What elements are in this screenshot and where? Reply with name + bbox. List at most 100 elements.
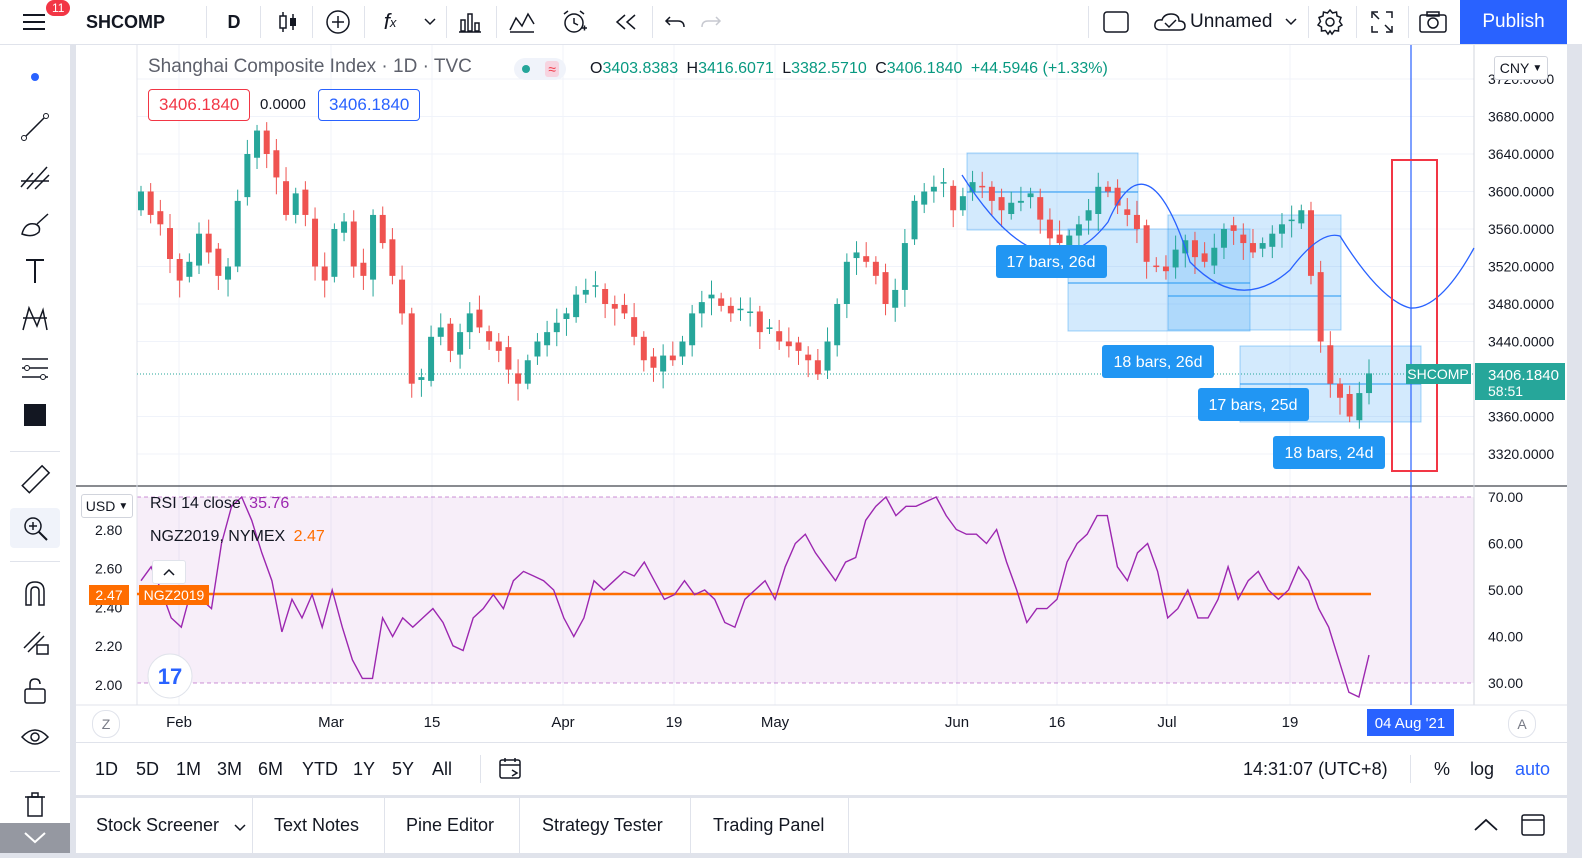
- tf-6m[interactable]: 6M: [258, 759, 284, 779]
- symbol-tag-text: SHCOMP: [1407, 366, 1468, 382]
- ngz-currency-label: USD: [85, 498, 116, 514]
- scale-left-button[interactable]: Z: [92, 710, 120, 738]
- magnet-icon[interactable]: [0, 573, 70, 613]
- candle-body: [698, 302, 705, 314]
- trend-line-icon[interactable]: [0, 107, 70, 147]
- eye-icon[interactable]: [0, 717, 70, 757]
- camera-icon[interactable]: [1416, 0, 1450, 44]
- tf-1d[interactable]: 1D: [95, 759, 119, 779]
- menu-icon[interactable]: 11: [14, 0, 71, 44]
- brush-icon[interactable]: [0, 205, 70, 245]
- chart-legend[interactable]: Shanghai Composite Index · 1D · TVC: [148, 56, 472, 78]
- candle-body: [1008, 202, 1015, 214]
- chart-title: Shanghai Composite Index · 1D · TVC: [148, 56, 472, 77]
- redo-icon[interactable]: [696, 0, 726, 44]
- measure-label-text: 18 bars, 24d: [1285, 445, 1374, 462]
- price-axis-label: 3640.0000: [1488, 146, 1554, 162]
- ngz-currency-dropdown[interactable]: USD ▼: [81, 494, 133, 518]
- collapse-toolbar-button[interactable]: [0, 823, 70, 853]
- candle-body: [747, 311, 754, 313]
- candle-body: [1288, 219, 1295, 222]
- drawing-toolbar: [0, 45, 71, 853]
- cloud-icon[interactable]: [1150, 0, 1190, 44]
- alert-icon[interactable]: [558, 0, 590, 44]
- plus-circle-icon[interactable]: [322, 0, 354, 44]
- rectangle-icon[interactable]: [1100, 0, 1132, 44]
- auto-scale-button[interactable]: A: [1508, 710, 1536, 738]
- spread-value: 0.0000: [260, 96, 306, 113]
- trash-icon[interactable]: [0, 785, 70, 825]
- unlock-icon[interactable]: [0, 671, 70, 711]
- collapse-pane-button[interactable]: [152, 560, 186, 584]
- log-scale-toggle[interactable]: log: [1470, 759, 1495, 779]
- tab-text-notes[interactable]: Text Notes: [274, 815, 360, 835]
- tf-3m[interactable]: 3M: [217, 759, 243, 779]
- tf-5d[interactable]: 5D: [136, 759, 160, 779]
- chevron-up-icon[interactable]: [1473, 816, 1499, 839]
- square-icon[interactable]: [0, 395, 70, 435]
- tab-pine-editor[interactable]: Pine Editor: [406, 815, 495, 835]
- candle-body: [350, 221, 357, 267]
- ruler-icon[interactable]: [0, 460, 70, 500]
- layout-name[interactable]: Unnamed: [1190, 11, 1273, 32]
- calendar-range-icon[interactable]: [498, 756, 524, 787]
- fullscreen-icon[interactable]: [1366, 0, 1398, 44]
- candle-body: [718, 298, 725, 306]
- bar-chart-icon[interactable]: [454, 0, 486, 44]
- clock[interactable]: 14:31:07 (UTC+8): [1243, 759, 1388, 779]
- lock-draw-icon[interactable]: [0, 621, 70, 661]
- rsi-legend[interactable]: RSI 14 close 35.76: [150, 495, 289, 513]
- open-value: 3403.8383: [602, 60, 679, 77]
- auto-scale-toggle[interactable]: auto: [1515, 759, 1551, 779]
- ngz-axis: 2.802.602.402.202.00: [95, 522, 122, 693]
- tf-5y[interactable]: 5Y: [392, 759, 415, 779]
- candle-body: [331, 229, 338, 277]
- price-axis: 3720.00003680.00003640.00003600.00003560…: [1488, 71, 1554, 462]
- buy-button[interactable]: 3406.1840: [318, 89, 421, 121]
- indicators-icon[interactable]: [506, 0, 538, 44]
- undo-icon[interactable]: [660, 0, 690, 44]
- candle-body: [1366, 373, 1372, 394]
- candle-body: [341, 221, 348, 233]
- tf-1m[interactable]: 1M: [176, 759, 202, 779]
- tab-trading-panel[interactable]: Trading Panel: [713, 815, 825, 835]
- price-axis-label: 3560.0000: [1488, 221, 1554, 237]
- chevron-down-icon: ▼: [118, 500, 129, 512]
- replay-icon[interactable]: [610, 0, 642, 44]
- candle-body: [1085, 210, 1092, 221]
- candle-body: [157, 211, 164, 225]
- ngz-legend[interactable]: NGZ2019, NYMEX 2.47: [150, 528, 325, 546]
- gear-icon[interactable]: [1314, 0, 1346, 44]
- layout-chevron-icon[interactable]: [1281, 0, 1301, 44]
- pattern-icon[interactable]: [0, 299, 70, 339]
- interval-button[interactable]: D: [227, 11, 241, 32]
- candle-body: [476, 309, 483, 328]
- candle-body: [1249, 243, 1256, 253]
- tab-strategy-tester[interactable]: Strategy Tester: [542, 815, 663, 835]
- fib-icon[interactable]: [0, 156, 70, 196]
- prediction-icon[interactable]: [0, 348, 70, 388]
- currency-dropdown[interactable]: CNY ▼: [1494, 56, 1548, 80]
- percent-scale-toggle[interactable]: %: [1434, 759, 1451, 779]
- maximize-panel-icon[interactable]: [1520, 813, 1546, 842]
- tab-stock-screener[interactable]: Stock Screener: [96, 815, 220, 835]
- tf-1y[interactable]: 1Y: [353, 759, 376, 779]
- tf-ytd[interactable]: YTD: [302, 759, 338, 779]
- rsi-line: [140, 495, 1370, 698]
- cursor-dot-icon[interactable]: [0, 57, 70, 97]
- market-status[interactable]: ≈: [514, 58, 566, 80]
- candle-body: [824, 341, 831, 371]
- tf-all[interactable]: All: [432, 759, 453, 779]
- text-icon[interactable]: [0, 251, 70, 291]
- chevron-down-icon[interactable]: [234, 820, 246, 838]
- symbol-search-button[interactable]: SHCOMP: [86, 11, 166, 32]
- zoom-icon[interactable]: [10, 508, 60, 548]
- delayed-icon: ≈: [545, 61, 559, 77]
- sell-button[interactable]: 3406.1840: [148, 89, 251, 121]
- candles-icon[interactable]: [272, 0, 304, 44]
- chevron-down-icon[interactable]: [420, 0, 440, 44]
- publish-button[interactable]: Publish: [1460, 0, 1567, 44]
